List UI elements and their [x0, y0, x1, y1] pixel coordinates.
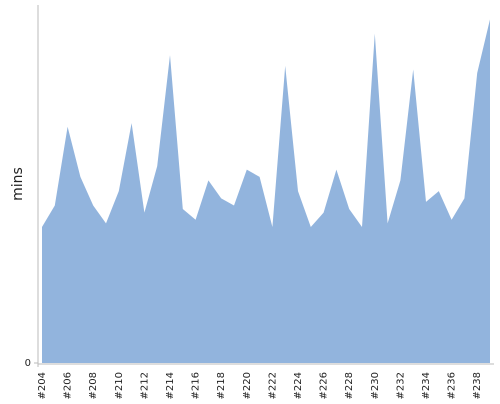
x-tick-label: #226 [319, 372, 330, 399]
x-tick-label: #216 [191, 372, 202, 399]
x-tick-label: #230 [370, 372, 381, 399]
x-tick-label: #204 [37, 372, 48, 399]
x-tick-label: #238 [472, 372, 483, 399]
x-tick-label: #212 [139, 372, 150, 399]
y-tick-label: 0 [25, 358, 31, 369]
x-tick-label: #232 [395, 372, 406, 399]
x-tick-label: #208 [88, 372, 99, 399]
x-tick-label: #210 [114, 372, 125, 399]
x-tick-label: #228 [344, 372, 355, 399]
x-tick-label: #206 [63, 372, 74, 399]
y-axis-label: mins [10, 167, 26, 201]
x-tick-label: #214 [165, 372, 176, 399]
x-tick-label: #236 [447, 372, 458, 399]
x-tick-label: #218 [216, 372, 227, 399]
area [42, 19, 490, 363]
x-tick-label: #220 [242, 372, 253, 399]
x-tick-label: #234 [421, 372, 432, 399]
x-tick-label: #224 [293, 372, 304, 399]
x-tick-label: #222 [267, 372, 278, 399]
